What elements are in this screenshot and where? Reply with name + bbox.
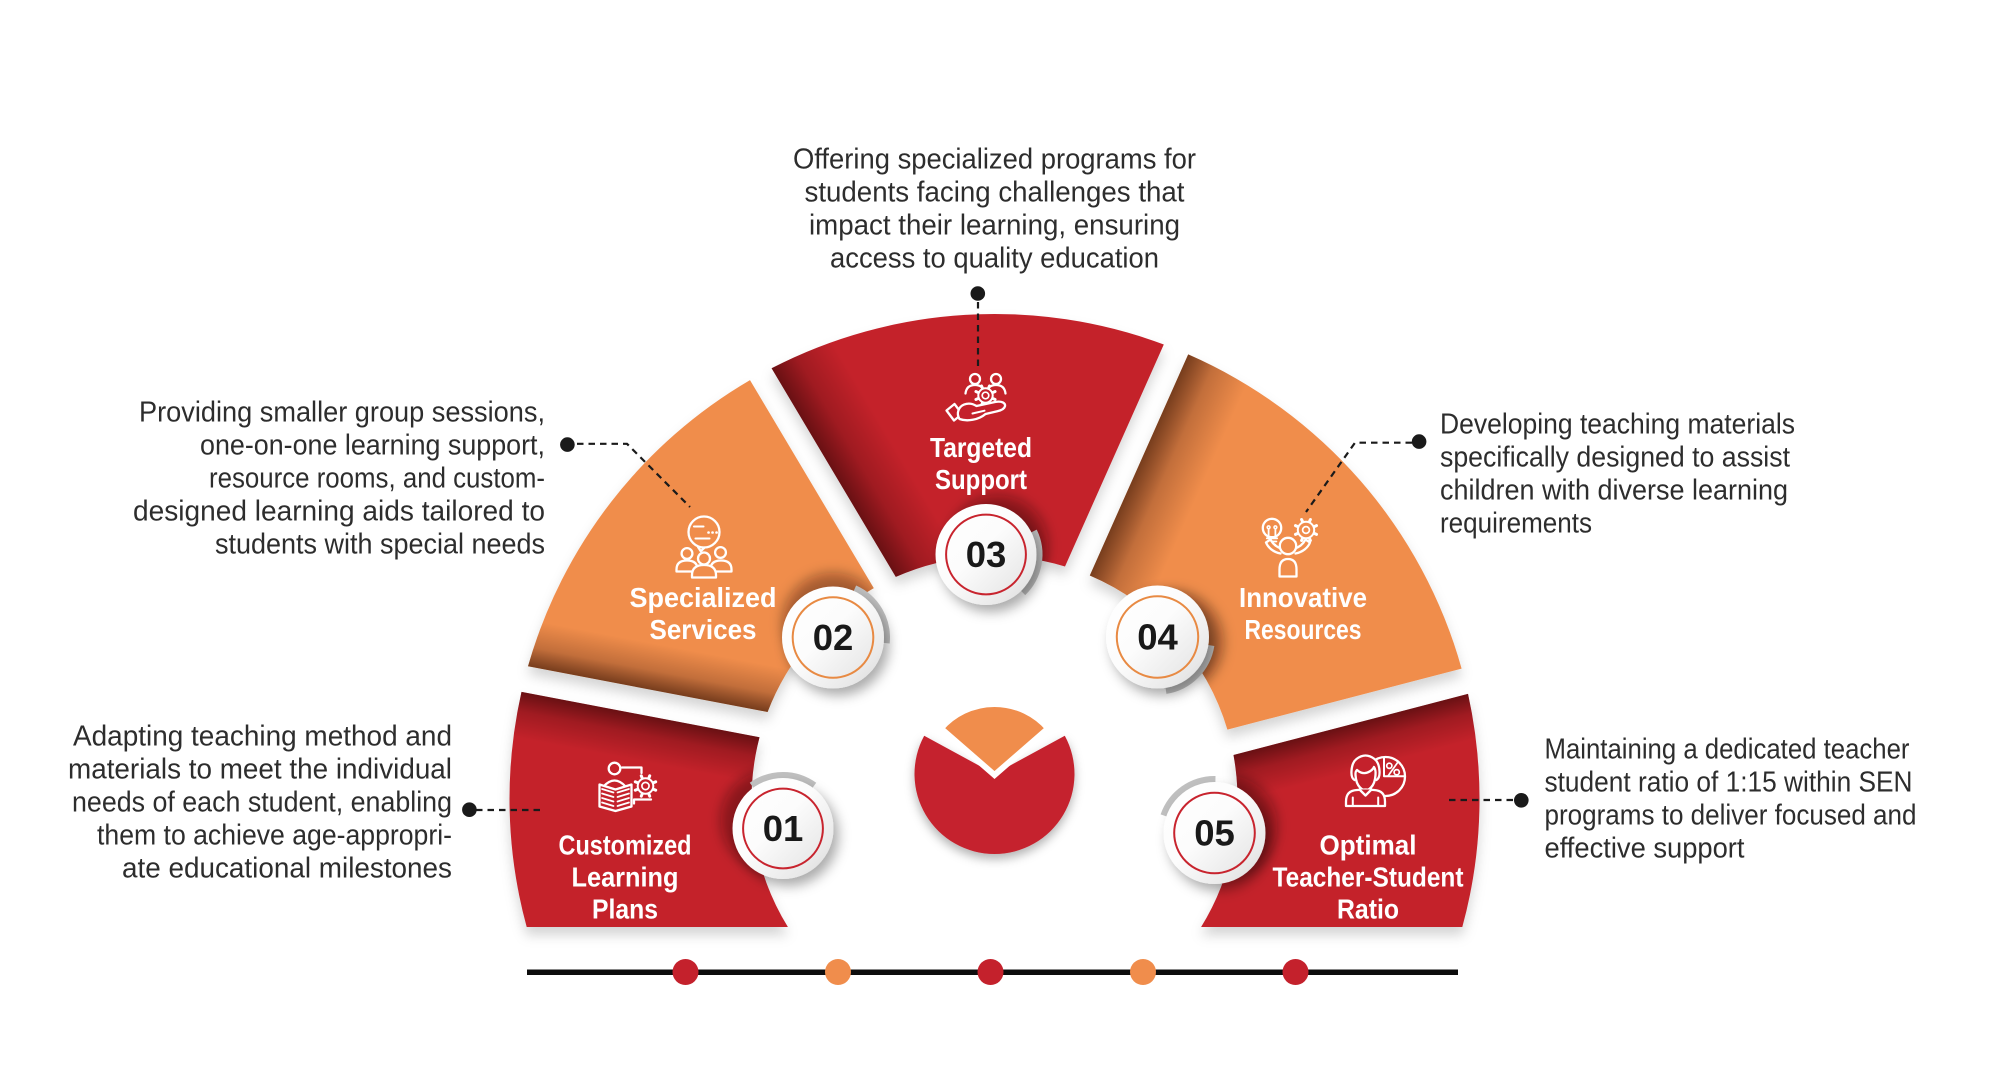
svg-text:Maintaining a dedicated teache: Maintaining a dedicated teacher student r… [1545,734,1917,865]
svg-text:03: 03 [966,534,1007,575]
svg-text:02: 02 [813,617,854,658]
svg-text:Providing smaller group sessio: Providing smaller group sessions, one-on-… [133,397,545,561]
svg-text:01: 01 [763,808,804,849]
svg-text:04: 04 [1137,617,1178,658]
svg-text:Offering specialized programs: Offering specialized programs for student… [793,144,1196,275]
svg-text:05: 05 [1194,813,1235,854]
